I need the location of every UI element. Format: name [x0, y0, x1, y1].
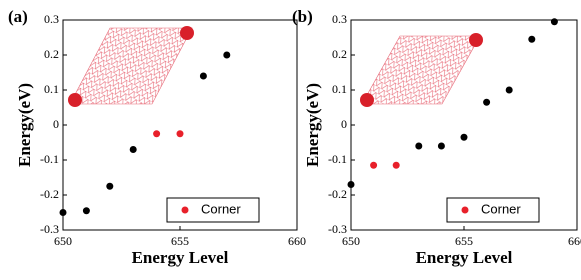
y-tick-label: -0.1: [40, 152, 59, 166]
point: [82, 207, 90, 215]
y-tick-label: -0.3: [328, 222, 347, 236]
y-tick-label: 0: [53, 117, 59, 131]
inset-lattice: [360, 33, 483, 107]
y-tick-label: 0: [341, 117, 347, 131]
point: [153, 130, 161, 138]
x-tick-label: 660: [568, 234, 581, 248]
point: [129, 146, 137, 153]
y-tick-label: 0.1: [332, 82, 347, 96]
x-tick-label: 650: [342, 234, 360, 248]
inset-lattice: [68, 26, 194, 107]
point: [176, 130, 184, 138]
y-tick-label: -0.1: [328, 152, 347, 166]
point: [528, 35, 536, 43]
x-tick-label: 650: [54, 234, 72, 248]
legend-label: Corner: [481, 201, 521, 216]
y-tick-label: 0.3: [44, 12, 59, 26]
y-axis-label: Energy(eV): [15, 83, 34, 167]
point: [59, 209, 67, 216]
x-tick-label: 655: [455, 234, 473, 248]
y-tick-label: 0.1: [44, 82, 59, 96]
point: [460, 133, 468, 141]
x-axis-label: Energy Level: [132, 248, 229, 267]
point: [106, 182, 114, 190]
y-tick-label: 0.3: [332, 12, 347, 26]
y-tick-label: -0.3: [40, 222, 59, 236]
y-tick-label: -0.2: [328, 187, 347, 201]
y-tick-label: -0.2: [40, 187, 59, 201]
legend-marker: [461, 206, 469, 214]
panel-label: (a): [8, 7, 28, 26]
y-tick-label: 0.2: [44, 47, 59, 61]
point: [347, 181, 355, 188]
point: [550, 18, 558, 26]
y-tick-label: 0.2: [332, 47, 347, 61]
point: [199, 72, 207, 80]
legend-label: Corner: [201, 201, 241, 216]
x-tick-label: 655: [171, 234, 189, 248]
point: [223, 51, 231, 59]
y-axis-label: Energy(eV): [303, 83, 322, 167]
point: [415, 142, 423, 150]
point: [483, 98, 491, 106]
x-tick-label: 660: [288, 234, 306, 248]
point: [392, 161, 400, 169]
x-axis-label: Energy Level: [416, 248, 513, 267]
legend-marker: [181, 206, 189, 214]
point: [437, 142, 445, 150]
panel-label: (b): [292, 7, 313, 26]
point: [370, 161, 378, 169]
point: [505, 86, 513, 94]
